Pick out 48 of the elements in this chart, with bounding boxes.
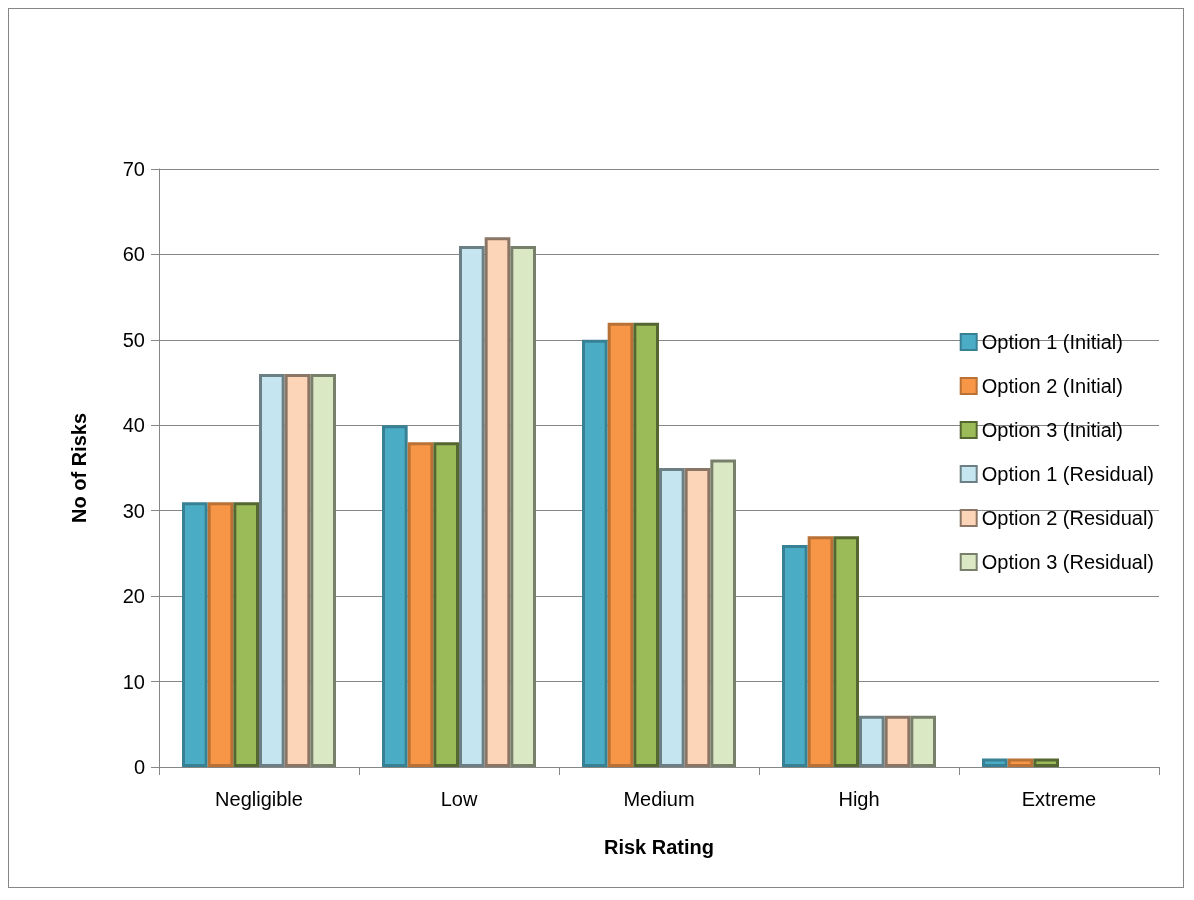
- bar: [710, 459, 736, 767]
- bar: [259, 374, 285, 767]
- x-tick-label: Negligible: [215, 788, 303, 810]
- bar: [182, 502, 208, 767]
- x-axis-title: Risk Rating: [603, 836, 715, 858]
- y-tick-label: 10: [122, 670, 145, 693]
- legend-label: Option 1 (Initial): [981, 331, 1123, 353]
- legend-label: Option 2 (Initial): [981, 375, 1123, 397]
- legend-label: Option 3 (Residual): [981, 551, 1155, 573]
- y-tick-label: 40: [122, 414, 145, 437]
- bar: [459, 245, 485, 767]
- y-tick-label: 20: [122, 585, 145, 608]
- legend-label: Option 1 (Residual): [981, 463, 1155, 485]
- bar: [233, 502, 259, 767]
- x-tick-label: Extreme: [1021, 788, 1097, 810]
- bar: [633, 322, 659, 767]
- bar: [607, 322, 634, 767]
- y-tick-label: 60: [122, 243, 145, 266]
- bar: [382, 425, 408, 767]
- bar: [684, 468, 711, 767]
- y-tick-label: 50: [122, 328, 145, 351]
- x-tick-label: Medium: [623, 788, 695, 810]
- bar: [807, 536, 834, 767]
- bar: [982, 758, 1008, 767]
- legend-label: Option 2 (Residual): [981, 507, 1155, 529]
- bar: [433, 442, 459, 767]
- bar: [859, 715, 885, 767]
- y-tick-label: 0: [133, 756, 145, 778]
- x-tick-label: Low: [440, 788, 478, 810]
- bar: [284, 374, 311, 767]
- bar: [582, 339, 608, 767]
- bar: [207, 502, 234, 767]
- bar: [1007, 758, 1034, 767]
- y-tick-label: 30: [122, 499, 145, 522]
- y-axis-title: No of Risks: [68, 412, 90, 524]
- bar: [833, 536, 859, 767]
- bar: [910, 715, 936, 767]
- bar: [407, 442, 434, 767]
- bar: [884, 715, 911, 767]
- y-tick-label: 70: [122, 158, 145, 180]
- x-tick-label: High: [838, 788, 880, 810]
- bar: [484, 237, 511, 767]
- bar: [510, 245, 536, 767]
- legend-label: Option 3 (Initial): [981, 419, 1123, 441]
- bar: [310, 374, 336, 767]
- bar: [659, 468, 685, 767]
- bar: [782, 544, 808, 767]
- bar: [1033, 758, 1059, 767]
